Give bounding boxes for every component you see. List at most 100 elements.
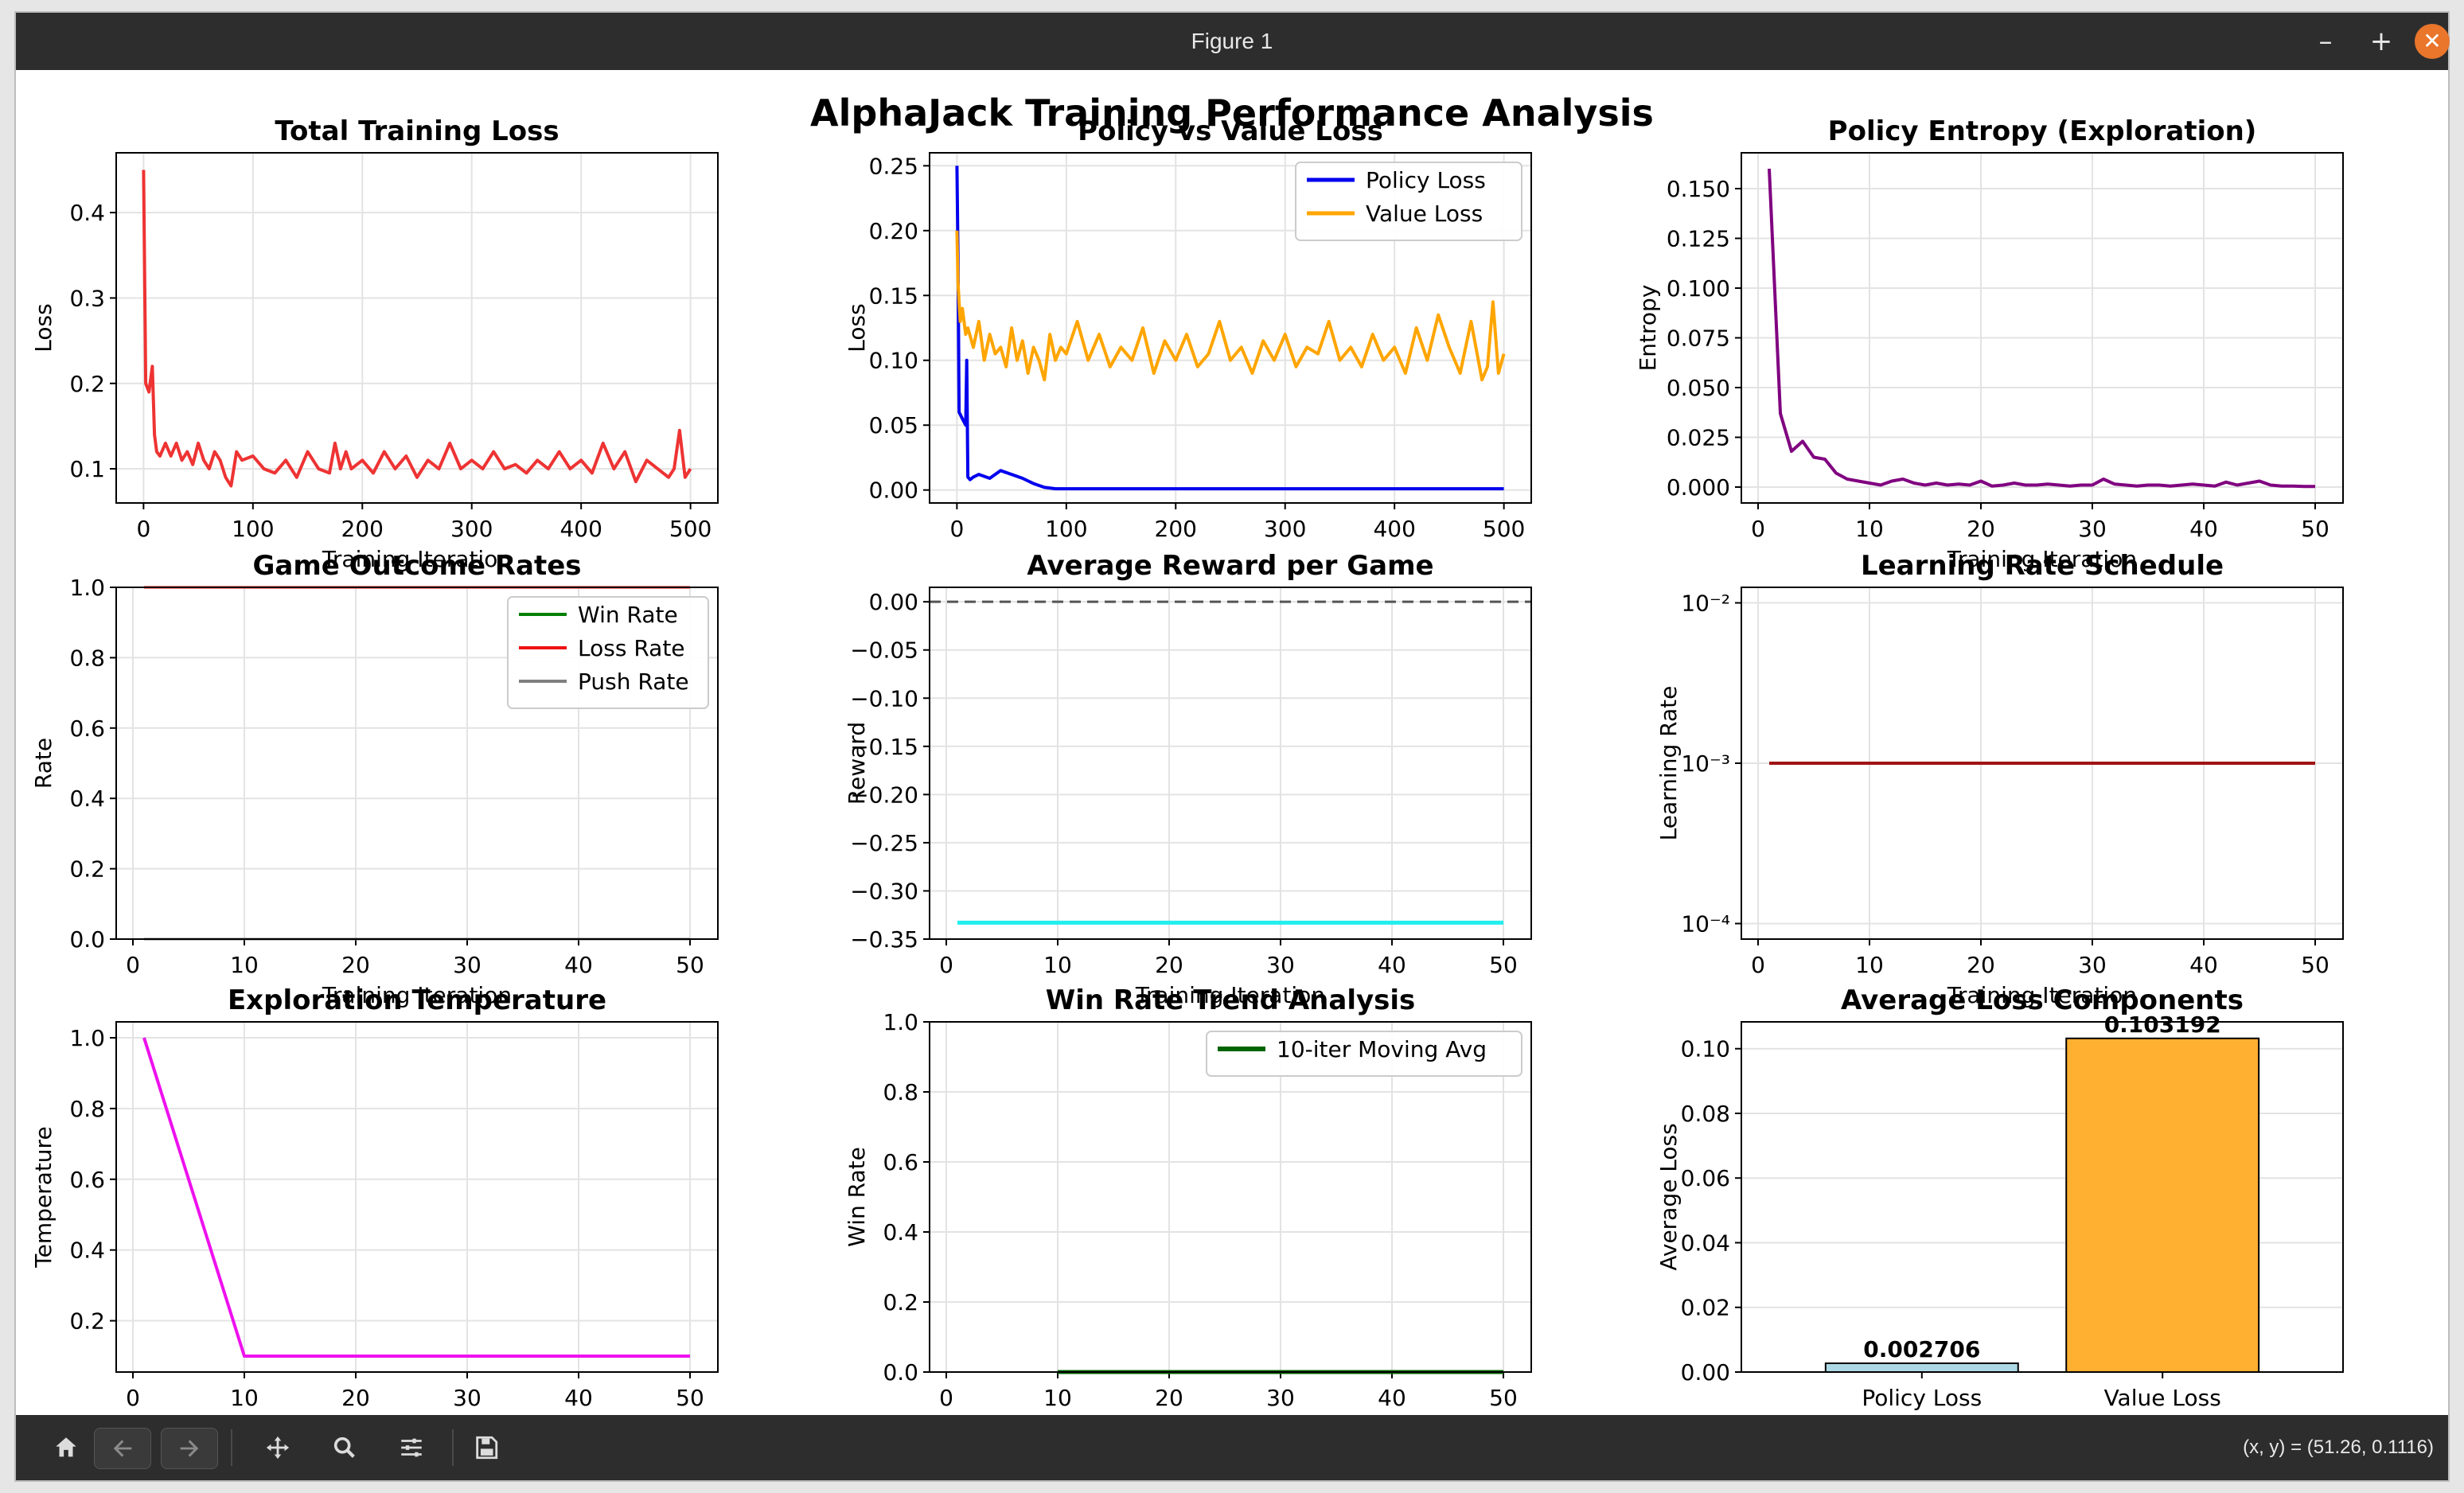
close-button[interactable]: ✕ — [2415, 24, 2450, 59]
x-tick-label: 50 — [2301, 516, 2329, 542]
y-tick-label: 0.1 — [69, 456, 105, 482]
chart-title: Win Rate Trend Analysis — [1046, 984, 1416, 1016]
x-tick-label: 0 — [1751, 952, 1765, 978]
pan-button[interactable] — [250, 1428, 306, 1468]
chart-c9: 0.00 0.02 0.04 0.06 0.08 0.10 Policy Loss Value… — [1655, 984, 2344, 1411]
series-line-1 — [955, 230, 1506, 382]
series-line-0 — [142, 1037, 690, 1358]
y-tick-label: 0.2 — [69, 856, 105, 883]
x-axis-label: Training Iteration — [322, 982, 512, 1008]
y-tick-label: 0.4 — [69, 785, 105, 812]
y-tick-label: −0.20 — [850, 782, 918, 808]
y-tick-label: 0.00 — [869, 589, 918, 615]
chart-c2: 0.00 0.05 0.10 0.15 0.20 0.25 0 100 200 300 400 500… — [844, 115, 1532, 542]
legend-label: Policy Loss — [1366, 167, 1486, 193]
y-tick-label: 1.0 — [69, 575, 105, 601]
bar-1 — [2065, 1037, 2260, 1373]
chart-title: Policy vs Value Loss — [1078, 115, 1383, 147]
y-tick-label: −0.30 — [850, 878, 918, 904]
x-tick-label: 10 — [1855, 952, 1884, 978]
y-axis-label: Entropy — [1635, 285, 1661, 372]
maximize-button[interactable]: + — [2369, 25, 2393, 57]
figure-suptitle: AlphaJack Training Performance Analysis — [810, 92, 1654, 134]
axes-frame — [115, 1021, 719, 1373]
legend-box — [1206, 1031, 1522, 1077]
y-tick-label: 1.0 — [883, 1009, 918, 1035]
zoom-icon — [333, 1436, 355, 1458]
zoom-button[interactable] — [317, 1428, 372, 1468]
y-tick-label: 10⁻⁴ — [1681, 910, 1730, 937]
y-tick-label: 10⁻² — [1681, 591, 1730, 617]
bar-0 — [1824, 1362, 2019, 1374]
y-tick-label: 0.6 — [69, 715, 105, 742]
y-tick-label: 0.6 — [69, 1167, 105, 1193]
title-bar: Figure 1 – + ✕ — [16, 13, 2450, 70]
series-line-0 — [955, 166, 1504, 491]
chart-title: Average Reward per Game — [1027, 550, 1433, 582]
y-tick-label: −0.25 — [850, 830, 918, 856]
y-tick-label: 0.8 — [69, 645, 105, 671]
y-tick-label: 0.025 — [1667, 425, 1730, 451]
y-tick-label: 0.10 — [1681, 1036, 1730, 1062]
x-tick-label: 300 — [1264, 516, 1306, 542]
x-tick-label: 20 — [1155, 1385, 1183, 1411]
y-tick-label: 0.10 — [869, 348, 918, 374]
forward-button[interactable] — [161, 1428, 218, 1469]
axes-frame — [1741, 587, 2344, 940]
x-tick-label: 50 — [1489, 952, 1518, 978]
bar-value-label: 0.002706 — [1863, 1336, 1980, 1362]
y-tick-label: 1.0 — [69, 1025, 105, 1051]
x-tick-label: 20 — [1967, 952, 1995, 978]
x-tick-label: 0 — [1751, 516, 1765, 542]
configure-button[interactable] — [384, 1428, 439, 1468]
y-tick-label: 0.0 — [883, 1359, 918, 1386]
y-tick-label: −0.05 — [850, 637, 918, 664]
chart-title: Learning Rate Schedule — [1861, 550, 2224, 582]
chart-c5: 0.00 −0.05 −0.10 −0.15 −0.20 −0.25 −0.30 −0.35 0… — [844, 550, 1532, 1008]
y-axis-label: Loss — [844, 303, 870, 352]
chart-c1: 0.1 0.2 0.3 0.4 0 100 200 300 400 500 Total Traini… — [30, 115, 719, 572]
y-axis-label: Win Rate — [844, 1147, 870, 1247]
chart-c8: 0.0 0.2 0.4 0.6 0.8 1.0 0 10 20 30 40 50 10-iter Mov… — [844, 984, 1532, 1411]
x-tick-label: 100 — [232, 516, 274, 542]
legend-label: 10-iter Moving Avg — [1277, 1036, 1487, 1062]
chart-title: Total Training Loss — [275, 115, 559, 147]
pan-icon — [266, 1436, 290, 1460]
y-tick-label: 0.8 — [883, 1079, 918, 1105]
bar-value-label: 0.103192 — [2104, 1012, 2221, 1038]
x-tick-label: 30 — [2078, 952, 2107, 978]
chart-title: Average Loss Components — [1841, 984, 2244, 1016]
x-axis-label: Training Iteration — [1947, 546, 2137, 572]
y-tick-label: 0.05 — [869, 412, 918, 439]
x-tick-label: 500 — [669, 516, 712, 542]
cursor-coordinates: (x, y) = (51.26, 0.1116) — [2243, 1436, 2434, 1458]
y-tick-label: 0.04 — [1681, 1230, 1730, 1256]
y-tick-label: 0.8 — [69, 1096, 105, 1122]
x-tick-label: 500 — [1483, 516, 1525, 542]
x-tick-label: 50 — [676, 952, 704, 978]
save-button[interactable] — [458, 1428, 514, 1468]
y-tick-label: 0.02 — [1681, 1295, 1730, 1321]
y-tick-label: 0.08 — [1681, 1101, 1730, 1127]
y-tick-label: 0.20 — [869, 218, 918, 244]
x-tick-label: 40 — [564, 952, 593, 978]
y-tick-label: 0.150 — [1667, 176, 1730, 202]
y-tick-label: 0.4 — [883, 1219, 918, 1245]
plot-area — [930, 1022, 1531, 1372]
home-button[interactable] — [38, 1428, 94, 1468]
axes-frame — [115, 152, 719, 504]
navigation-toolbar: (x, y) = (51.26, 0.1116) — [16, 1415, 2448, 1480]
back-icon — [113, 1440, 132, 1457]
y-tick-label: 0.06 — [1681, 1165, 1730, 1191]
x-axis-label: Training Iteration — [322, 546, 512, 572]
x-tick-label: 400 — [559, 516, 602, 542]
chart-c4: 0.0 0.2 0.4 0.6 0.8 1.0 0 10 20 30 40 50 Win Rate Los… — [30, 550, 719, 1008]
home-icon — [56, 1437, 76, 1457]
back-button[interactable] — [94, 1428, 151, 1469]
y-axis-label: Reward — [844, 722, 870, 805]
minimize-button[interactable]: – — [2318, 25, 2333, 57]
x-tick-label: 20 — [341, 1385, 370, 1411]
x-tick-label: 10 — [1043, 1385, 1072, 1411]
y-tick-label: 0.00 — [1681, 1359, 1730, 1386]
